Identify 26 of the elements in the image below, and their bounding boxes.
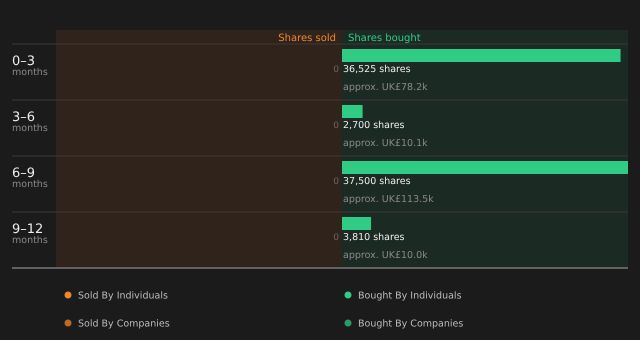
- legend-label: Sold By Companies: [78, 318, 170, 330]
- data-label: 0: [333, 121, 340, 131]
- bar: [342, 217, 372, 230]
- data-label: 0: [333, 177, 340, 187]
- legend-label: Bought By Individuals: [358, 290, 462, 302]
- bar: [342, 161, 628, 174]
- y-tick-label: 3–6 months: [12, 110, 48, 134]
- data-label: 3,810 shares: [343, 232, 405, 243]
- legend-label: Bought By Companies: [358, 318, 464, 330]
- annotation: approx. UK£10.0k: [343, 250, 428, 261]
- y-tick-label: 9–12 months: [12, 222, 48, 246]
- annotation: approx. UK£113.5k: [343, 194, 434, 205]
- data-label: 0: [333, 233, 340, 243]
- data-label: 37,500 shares: [343, 176, 411, 187]
- bar: [342, 105, 363, 118]
- legend-label: Sold By Individuals: [78, 290, 168, 302]
- bar: [342, 49, 621, 62]
- data-label: 0: [333, 65, 340, 75]
- band-label: Shares sold: [278, 33, 336, 44]
- y-tick-label: 0–3 months: [12, 54, 48, 78]
- annotation: approx. UK£10.1k: [343, 138, 428, 149]
- band-label: Shares bought: [348, 33, 421, 44]
- data-label: 36,525 shares: [343, 64, 411, 75]
- annotation: approx. UK£78.2k: [343, 82, 428, 93]
- data-label: 2,700 shares: [343, 120, 405, 131]
- y-tick-label: 6–9 months: [12, 166, 48, 190]
